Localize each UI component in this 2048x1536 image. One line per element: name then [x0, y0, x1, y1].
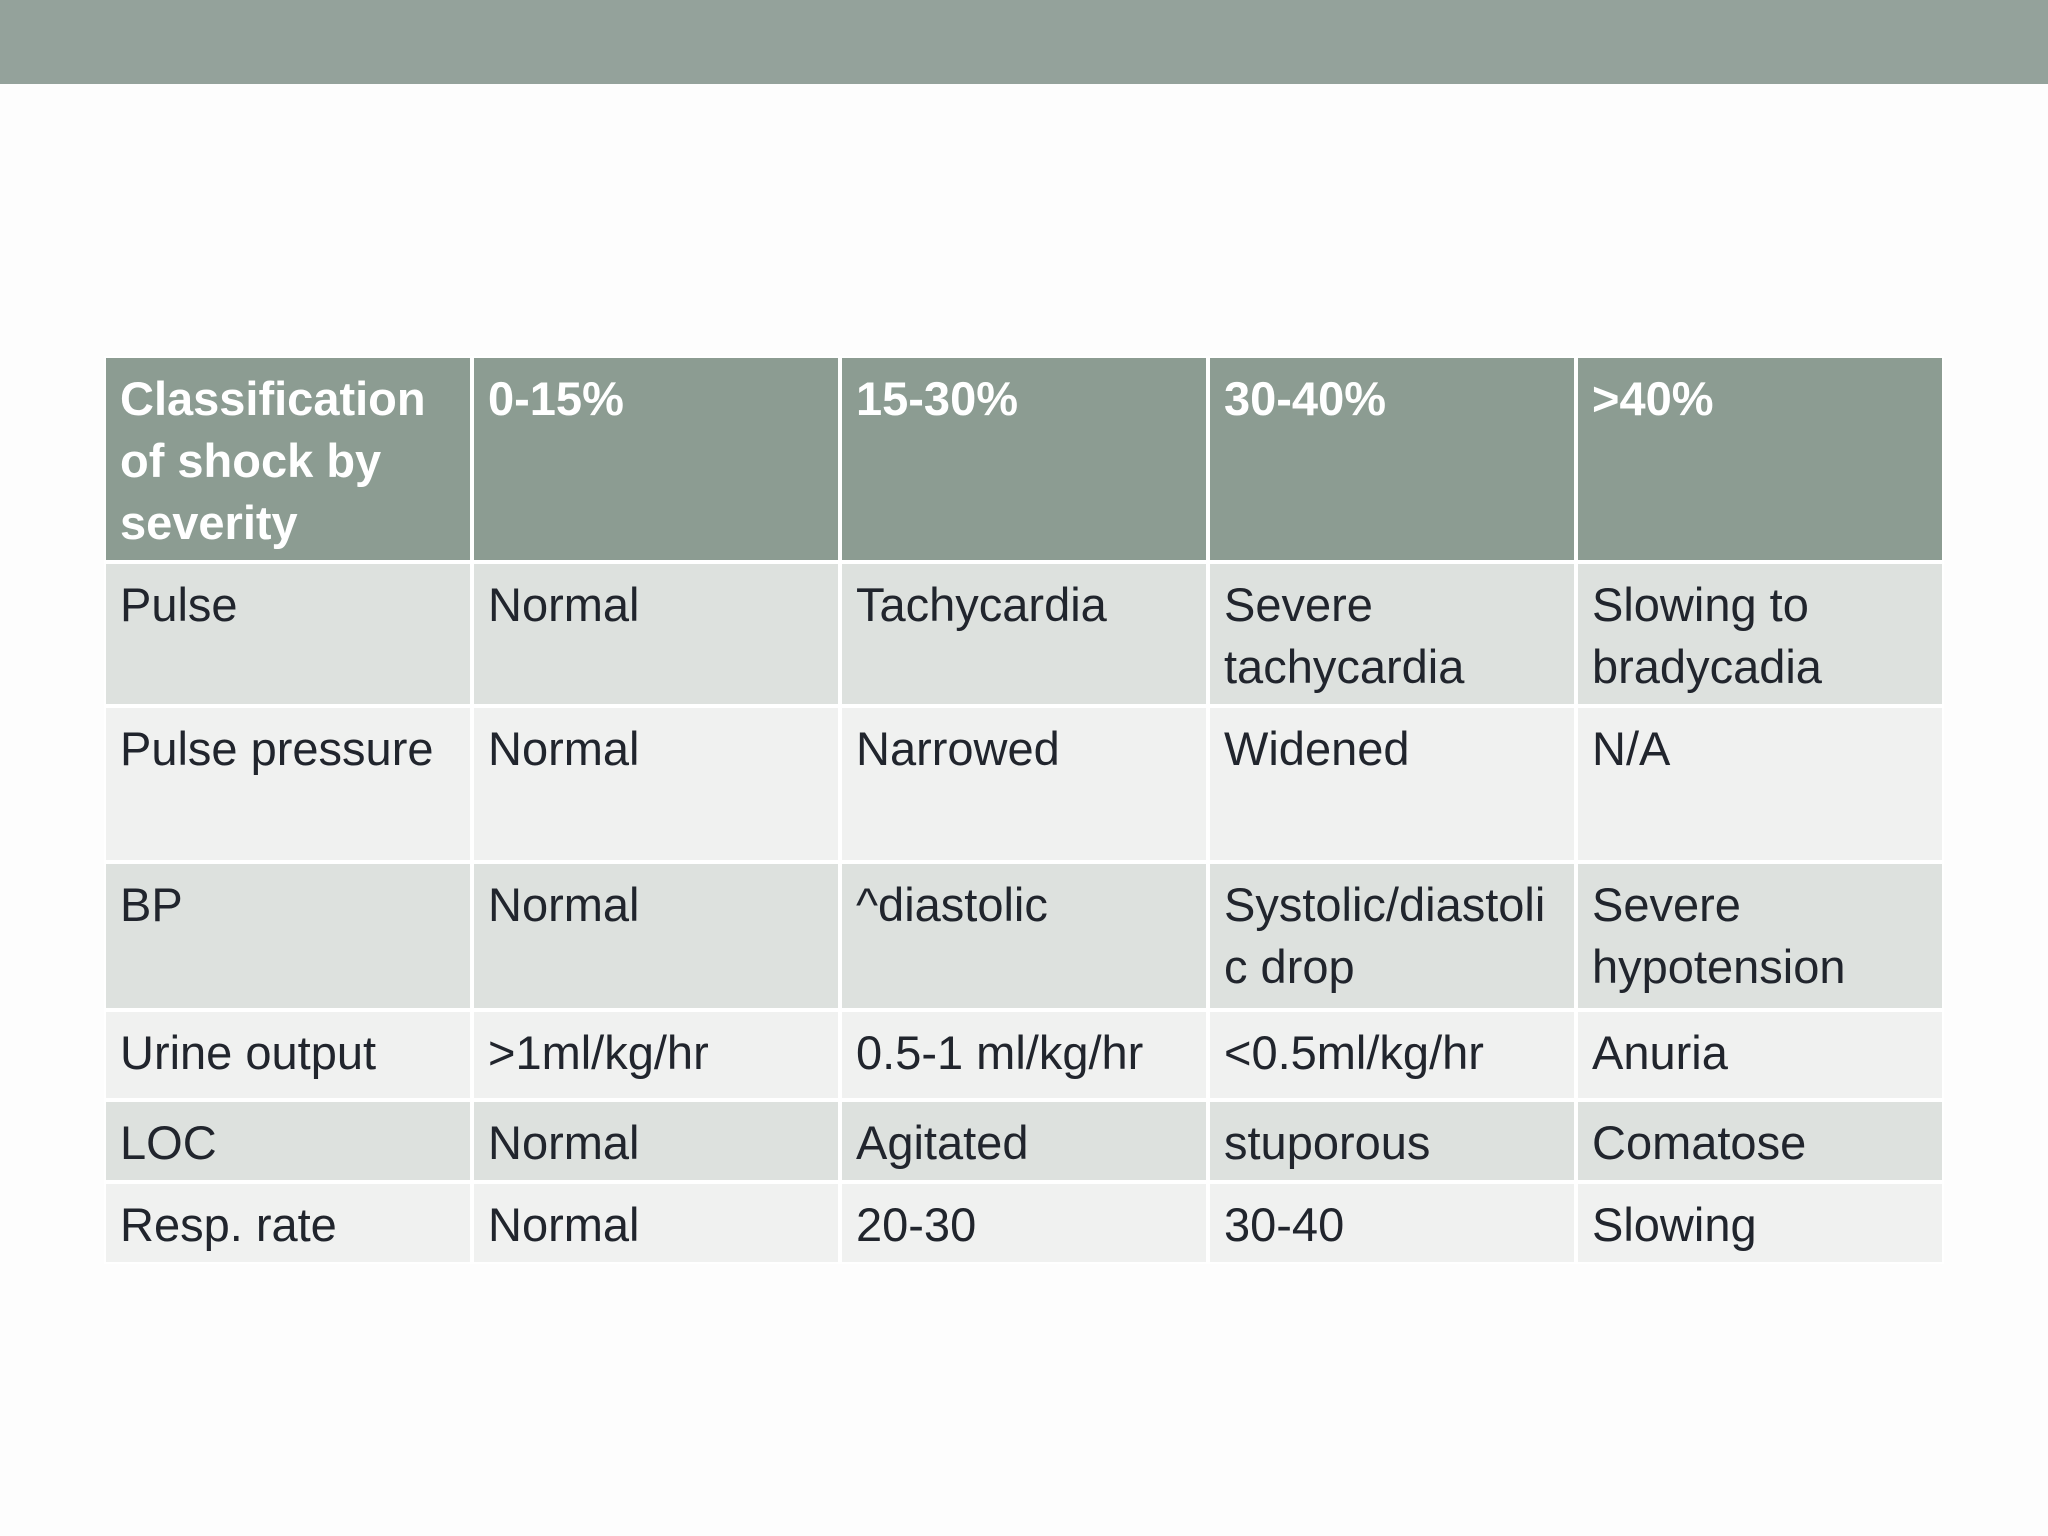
row-label-cell: Pulse [104, 562, 472, 707]
table-cell: Severe hypotension [1576, 862, 1944, 1011]
table-cell: Systolic/diastolic drop [1208, 862, 1576, 1011]
table-row: BP Normal ^diastolic Systolic/diastolic dro… [104, 862, 1944, 1011]
table-cell: Agitated [840, 1100, 1208, 1183]
table-row: LOC Normal Agitated stuporous Comatose [104, 1100, 1944, 1183]
table-cell: Tachycardia [840, 562, 1208, 707]
row-label-cell: LOC [104, 1100, 472, 1183]
row-label-cell: BP [104, 862, 472, 1011]
table-header-cell: >40% [1576, 356, 1944, 563]
top-band [0, 0, 2048, 84]
table-row: Resp. rate Normal 20-30 30-40 Slowing [104, 1182, 1944, 1265]
table-row: Pulse Normal Tachycardia Severe tachycardia… [104, 562, 1944, 707]
table-cell: Slowing [1576, 1182, 1944, 1265]
table-header-row: Classification of shock by severity 0-15%… [104, 356, 1944, 563]
table-cell: Widened [1208, 706, 1576, 863]
table-cell: Normal [472, 862, 840, 1011]
row-label-cell: Resp. rate [104, 1182, 472, 1265]
table-cell: 30-40 [1208, 1182, 1576, 1265]
row-label-cell: Urine output [104, 1010, 472, 1101]
table-row: Classification of shock by severity 0-15%… [104, 356, 1944, 563]
table-cell: Severe tachycardia [1208, 562, 1576, 707]
table-cell: ^diastolic [840, 862, 1208, 1011]
row-label-cell: Pulse pressure [104, 706, 472, 863]
table-cell: <0.5ml/kg/hr [1208, 1010, 1576, 1101]
table-cell: >1ml/kg/hr [472, 1010, 840, 1101]
table-header-cell: Classification of shock by severity [104, 356, 472, 563]
table-row: Pulse pressure Normal Narrowed Widened N/A [104, 706, 1944, 863]
table-header-cell: 15-30% [840, 356, 1208, 563]
table-cell: Normal [472, 706, 840, 863]
table-cell: 20-30 [840, 1182, 1208, 1265]
table-header-cell: 0-15% [472, 356, 840, 563]
table-row: Urine output >1ml/kg/hr 0.5-1 ml/kg/hr <0.5… [104, 1010, 1944, 1101]
table-cell: N/A [1576, 706, 1944, 863]
table-cell: Narrowed [840, 706, 1208, 863]
table-cell: 0.5-1 ml/kg/hr [840, 1010, 1208, 1101]
table-cell: Normal [472, 1100, 840, 1183]
table-cell: Normal [472, 1182, 840, 1265]
table-cell: Comatose [1576, 1100, 1944, 1183]
table-body: Pulse Normal Tachycardia Severe tachycardia… [104, 562, 1944, 1265]
table-cell: Anuria [1576, 1010, 1944, 1101]
table-header-cell: 30-40% [1208, 356, 1576, 563]
table-cell: Slowing to bradycadia [1576, 562, 1944, 707]
table-cell: stuporous [1208, 1100, 1576, 1183]
table-cell: Normal [472, 562, 840, 707]
shock-severity-table: Classification of shock by severity 0-15%… [104, 356, 1944, 1265]
